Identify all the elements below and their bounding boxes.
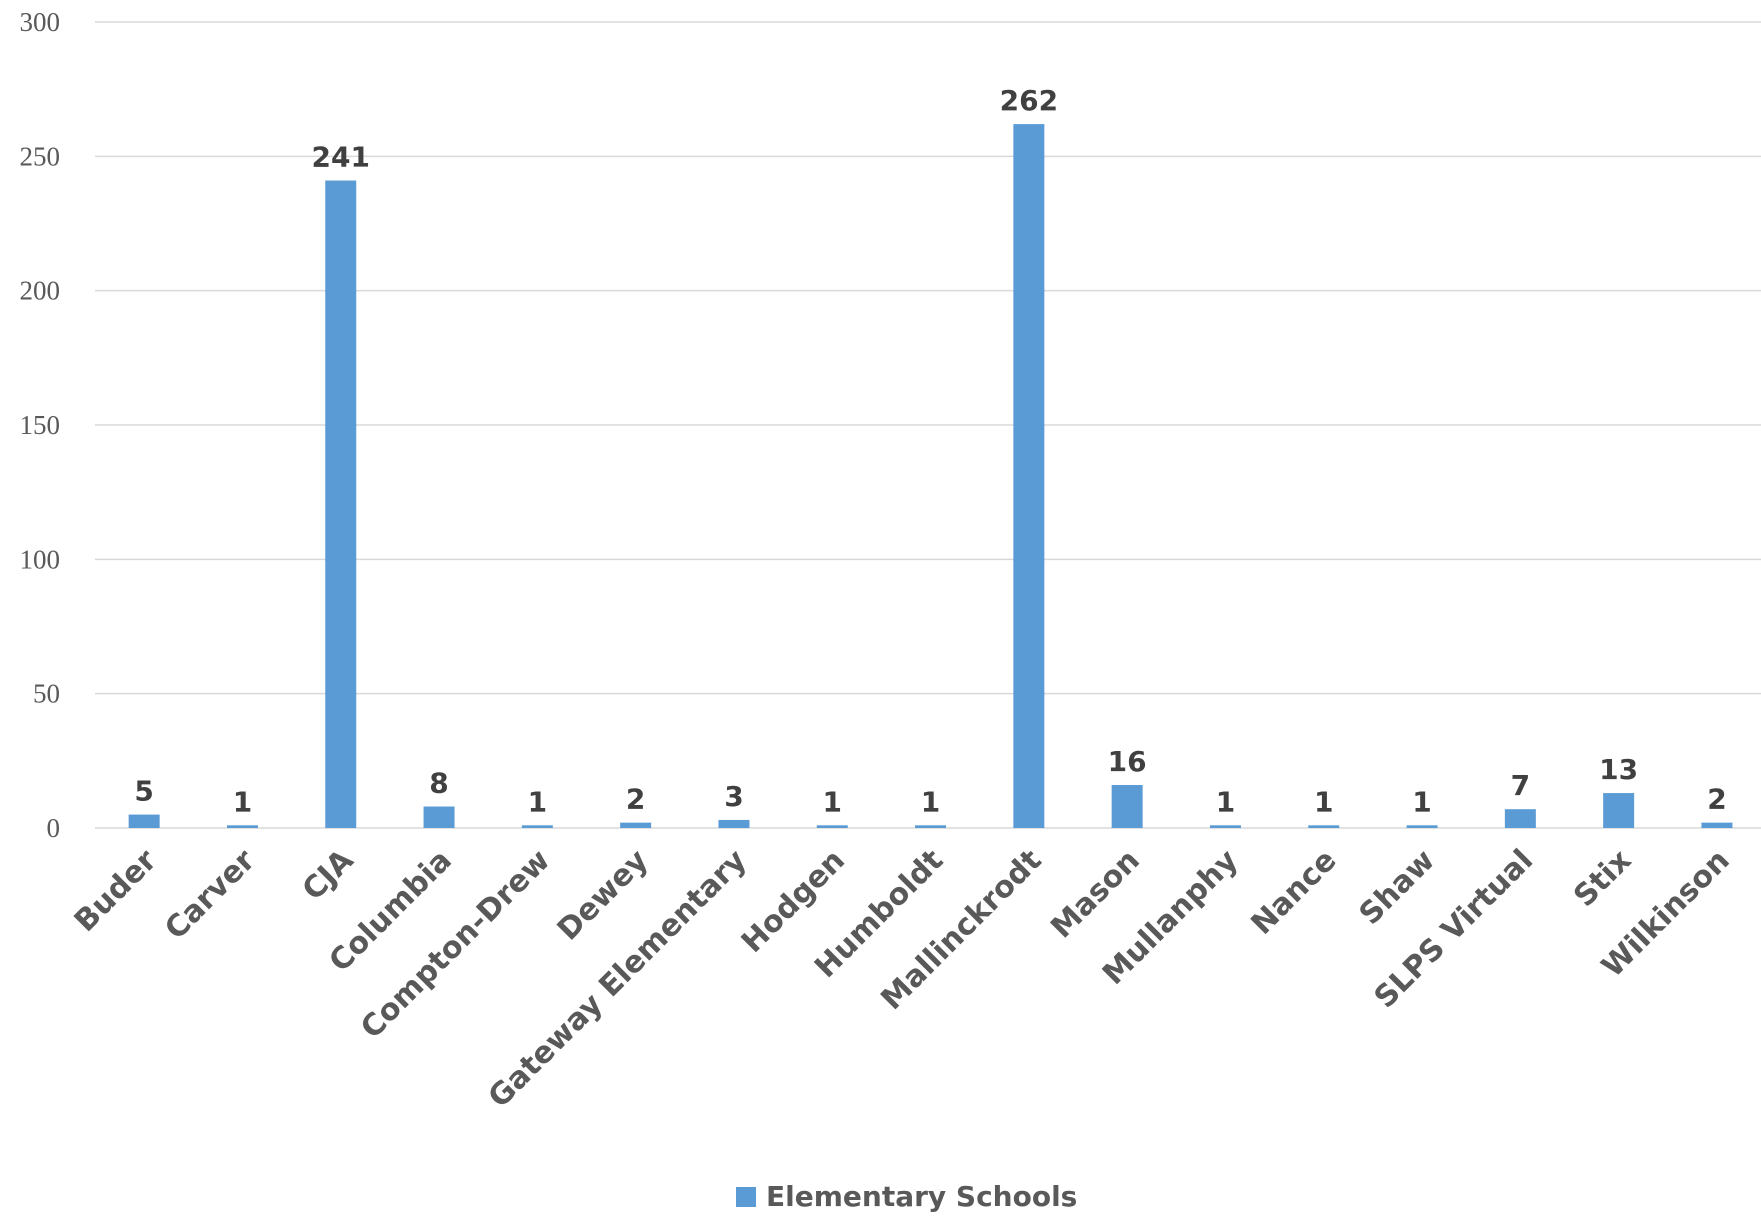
bar — [128, 814, 160, 828]
bar — [1406, 825, 1438, 828]
x-tick-label: Mason — [1044, 843, 1146, 945]
y-tick-label: 100 — [20, 544, 61, 574]
legend-swatch — [736, 1187, 756, 1207]
data-label: 1 — [1216, 785, 1235, 818]
bar — [816, 825, 848, 828]
data-label: 1 — [1314, 785, 1333, 818]
data-label: 262 — [1000, 84, 1058, 117]
bar — [718, 819, 750, 828]
data-label: 8 — [429, 767, 448, 800]
bar — [1701, 822, 1733, 828]
x-tick-label: Nance — [1245, 843, 1344, 942]
data-label: 1 — [233, 785, 252, 818]
bar — [1209, 825, 1241, 828]
x-tick-label: Compton-Drew — [354, 843, 557, 1046]
y-tick-label: 50 — [33, 679, 60, 709]
bar — [915, 825, 947, 828]
data-label: 1 — [921, 785, 940, 818]
x-tick-label: Carver — [158, 843, 262, 947]
data-label: 1 — [528, 785, 547, 818]
bar — [1308, 825, 1340, 828]
bar — [1111, 785, 1143, 828]
bar — [226, 825, 258, 828]
data-label: 2 — [1707, 783, 1726, 816]
legend: Elementary Schools — [736, 1180, 1077, 1213]
bar — [423, 806, 455, 828]
x-tick-label: CJA — [296, 842, 361, 907]
x-tick-label: Stix — [1567, 843, 1638, 914]
y-tick-label: 250 — [20, 141, 61, 171]
data-label: 16 — [1108, 745, 1147, 778]
y-axis-ticks: 0 50 100 150 200 250 300 — [20, 7, 61, 843]
data-labels: 5 1 241 8 1 2 3 1 1 262 16 1 1 1 7 13 2 — [134, 84, 1726, 818]
y-tick-label: 0 — [47, 813, 61, 843]
bar — [1504, 809, 1536, 828]
data-label: 3 — [724, 780, 743, 813]
bar — [521, 825, 553, 828]
y-tick-label: 200 — [20, 276, 61, 306]
bars — [128, 124, 1733, 829]
data-label: 2 — [626, 783, 645, 816]
data-label: 1 — [823, 785, 842, 818]
legend-label: Elementary Schools — [766, 1180, 1077, 1213]
bar — [325, 180, 357, 829]
data-label: 1 — [1412, 785, 1431, 818]
x-tick-label: Buder — [68, 843, 164, 939]
data-label: 13 — [1599, 753, 1638, 786]
bar — [1603, 793, 1635, 828]
bar — [620, 822, 652, 828]
bar — [1013, 124, 1045, 829]
x-tick-label: Shaw — [1353, 843, 1442, 932]
y-tick-label: 150 — [20, 410, 61, 440]
data-label: 7 — [1511, 769, 1530, 802]
data-label: 241 — [312, 141, 370, 174]
y-tick-label: 300 — [20, 7, 61, 37]
data-label: 5 — [134, 775, 153, 808]
gridlines — [95, 21, 1761, 829]
